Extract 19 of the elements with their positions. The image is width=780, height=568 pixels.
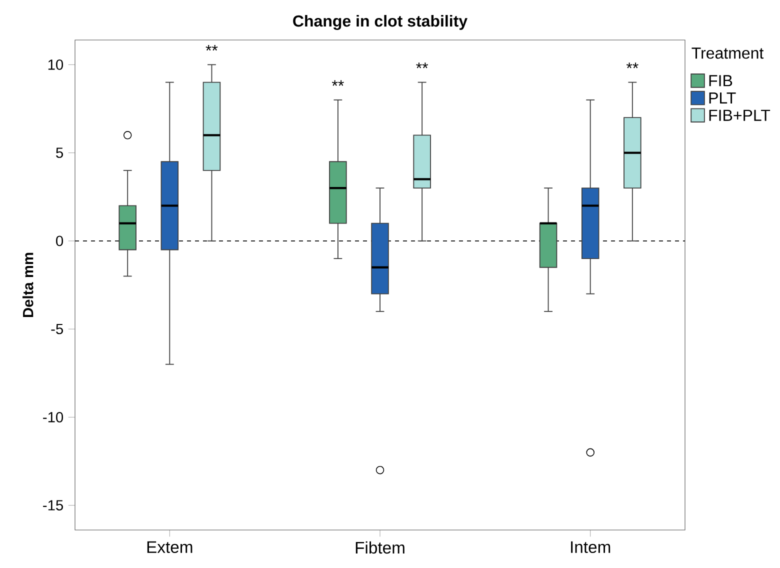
y-tick-label: -10 (43, 412, 64, 422)
y-tick-label: 5 (56, 148, 63, 158)
annotation: ** (626, 62, 638, 68)
annotation: ** (332, 80, 344, 86)
y-axis-title: Delta mm (22, 252, 34, 318)
y-tick-label: -15 (43, 500, 63, 510)
chart-title: Change in clot stability (293, 14, 468, 30)
y-tick-label: 10 (48, 59, 64, 70)
x-tick-label: Fibtem (356, 541, 404, 554)
legend-label: PLT (709, 92, 736, 104)
y-tick-label: 0 (56, 236, 64, 246)
annotation: ** (416, 62, 428, 68)
annotation: ** (206, 44, 218, 51)
legend-title: Treatment (692, 48, 764, 59)
legend-label: FIB (709, 75, 732, 86)
x-tick-label: Intem (571, 541, 610, 554)
y-tick-label: -5 (51, 324, 63, 334)
x-tick-label: Extem (147, 541, 192, 554)
legend-label: FIB+PLT (709, 110, 770, 121)
